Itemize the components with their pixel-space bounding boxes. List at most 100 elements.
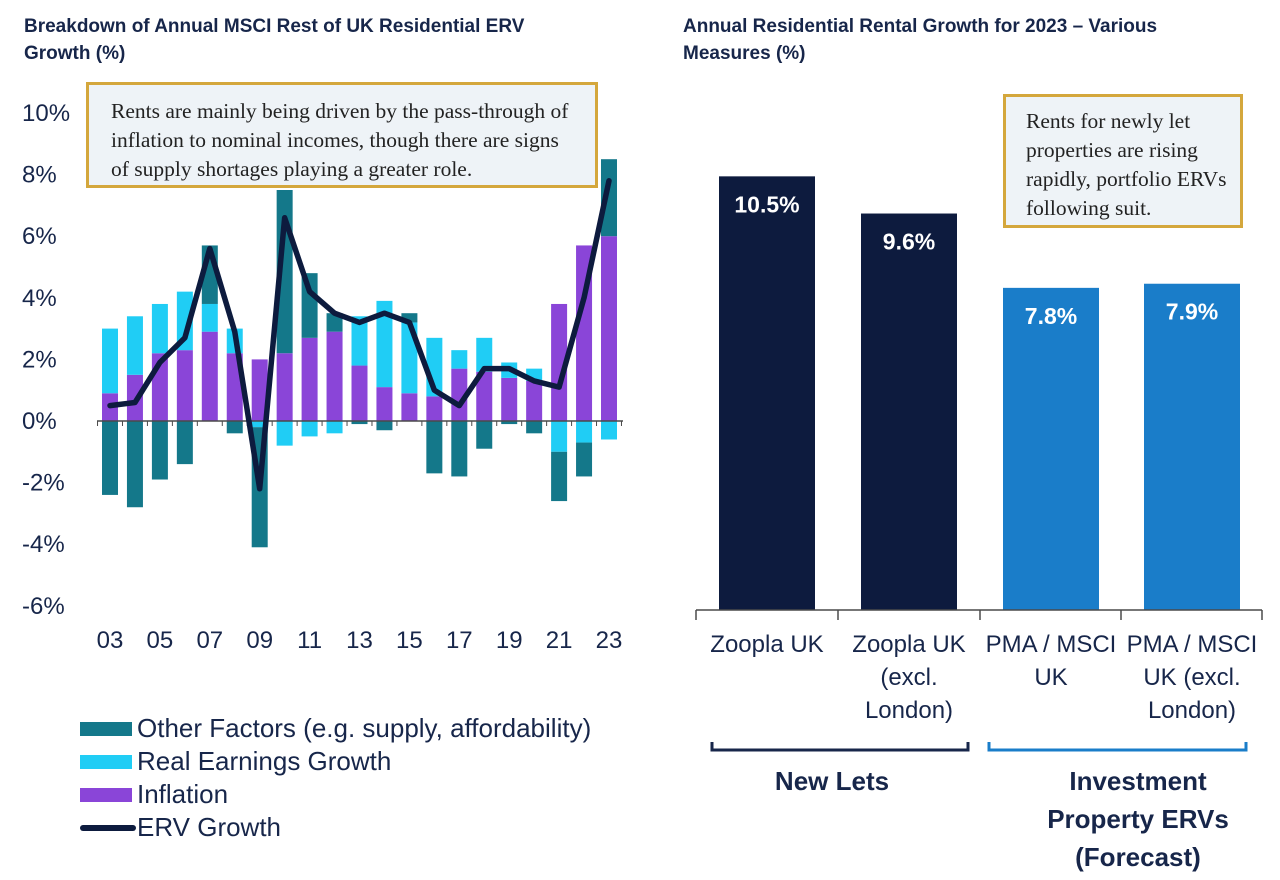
bar-value-label: 10.5% [734, 191, 799, 217]
bar-segment [151, 421, 168, 480]
bar-segment [376, 387, 393, 421]
bar-segment [526, 421, 543, 434]
bar-segment [276, 421, 293, 446]
bar-segment [451, 421, 468, 477]
x-tick-label: 19 [496, 627, 523, 654]
x-tick-label: 17 [446, 627, 473, 654]
legend-swatch-other-factors [80, 722, 132, 736]
group-bracket [987, 742, 1248, 752]
bar-segment [102, 421, 118, 495]
bar-segment [601, 159, 617, 237]
bar-segment [351, 421, 368, 425]
y-tick-label: -2% [22, 470, 65, 497]
value-bar [861, 213, 957, 610]
legend-label-other-factors: Other Factors (e.g. supply, affordabilit… [137, 713, 592, 743]
bar-segment [426, 396, 443, 421]
bar-segment [401, 313, 418, 323]
bar-value-label: 7.9% [1166, 299, 1218, 325]
y-tick-label: -4% [22, 531, 65, 558]
y-tick-label: 6% [22, 223, 57, 250]
bar-segment [476, 337, 493, 372]
bar-segment [176, 291, 193, 351]
bar-segment [551, 451, 568, 502]
right-annotation-box: Rents for newly let properties are risin… [1003, 94, 1243, 228]
y-tick-label: 8% [22, 162, 57, 189]
bar-segment [351, 365, 368, 421]
category-label: Zoopla UK [710, 631, 824, 658]
y-tick-label: 0% [22, 408, 57, 435]
x-tick-label: 11 [297, 627, 322, 654]
bar-segment [501, 377, 518, 421]
bar-segment [126, 316, 143, 375]
bar-segment [301, 273, 318, 338]
legend-swatch-real-earnings [80, 755, 132, 769]
bar-segment [576, 421, 593, 443]
bar-segment [251, 359, 268, 421]
bar-value-label: 7.8% [1025, 303, 1077, 329]
bar-segment [376, 421, 393, 431]
bar-segment [126, 421, 143, 508]
category-label: PMA / MSCI UK [985, 631, 1117, 691]
legend-line-erv-growth [80, 825, 136, 831]
bar-segment [601, 236, 617, 421]
value-bar [1144, 283, 1240, 610]
x-tick-label: 07 [196, 627, 223, 654]
bar-segment [376, 300, 393, 388]
bar-segment [176, 421, 193, 465]
bar-segment [451, 368, 468, 421]
erv-growth-line [107, 178, 612, 492]
group-bracket [710, 742, 970, 752]
category-label: Zoopla UK (excl. London) [852, 631, 966, 724]
bar-segment [151, 303, 168, 354]
value-bar [1003, 287, 1099, 610]
legend-item-inflation: Inflation [80, 778, 640, 810]
legend-item-real-earnings: Real Earnings Growth [80, 745, 640, 777]
bar-segment [301, 421, 318, 437]
bar-segment [176, 350, 193, 421]
group-label-investment-property-ervs: Investment Property ERVs (Forecast) [1047, 766, 1229, 872]
bar-segment [526, 380, 543, 421]
legend-label-erv-growth: ERV Growth [137, 812, 282, 842]
bar-segment [326, 421, 343, 434]
x-tick-label: 15 [396, 627, 423, 654]
bar-segment [476, 371, 493, 421]
bar-segment [201, 303, 218, 332]
bar-segment [301, 337, 318, 421]
bar-value-label: 9.6% [883, 229, 935, 255]
bar-segment [351, 316, 368, 366]
bar-segment [201, 331, 218, 421]
legend-swatch-inflation [80, 788, 132, 802]
legend-item-other-factors: Other Factors (e.g. supply, affordabilit… [80, 712, 640, 744]
y-tick-label: 10% [22, 100, 70, 127]
y-tick-label: -6% [22, 593, 65, 620]
group-label-new-lets: New Lets [774, 766, 890, 796]
bar-segment [226, 421, 243, 434]
right-chart-title: Annual Residential Rental Growth for 202… [683, 16, 1158, 64]
erv-breakdown-chart: 10% 8% 6% 4% 2% 0% -2% -4% -6% 03 05 07 09 11 13 15 17 19… [22, 100, 623, 654]
x-tick-label: 09 [246, 627, 273, 654]
bar-segment [551, 421, 568, 452]
bar-segment [426, 421, 443, 474]
value-bar [719, 176, 815, 610]
legend-item-erv-growth: ERV Growth [80, 811, 640, 843]
bar-segment [551, 303, 568, 421]
bar-segment [576, 442, 593, 477]
y-tick-label: 4% [22, 285, 57, 312]
bar-segment [326, 331, 343, 421]
bar-segment [501, 421, 518, 425]
y-tick-label: 2% [22, 346, 57, 373]
bar-segment [451, 350, 468, 369]
bar-segment [251, 421, 268, 428]
category-label: PMA / MSCI UK (excl. London) [1126, 631, 1258, 724]
legend-label-inflation: Inflation [137, 779, 229, 809]
bar-segment [401, 393, 418, 421]
x-tick-label: 05 [147, 627, 174, 654]
bar-segment [601, 421, 617, 440]
bar-segment [102, 328, 118, 394]
bar-segment [326, 313, 343, 332]
x-tick-label: 13 [346, 627, 373, 654]
left-annotation-box: Rents are mainly being driven by the pas… [86, 82, 598, 188]
left-chart-title: Breakdown of Annual MSCI Rest of UK Resi… [24, 16, 525, 64]
legend-label-real-earnings: Real Earnings Growth [137, 746, 392, 776]
bar-segment [276, 353, 293, 421]
